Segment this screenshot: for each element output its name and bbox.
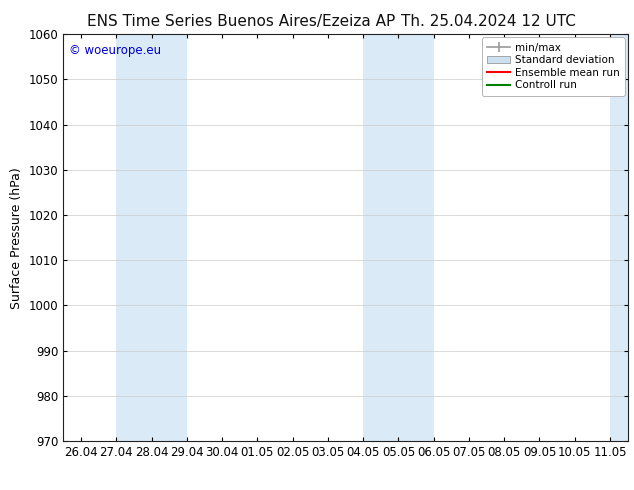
Y-axis label: Surface Pressure (hPa): Surface Pressure (hPa) <box>10 167 23 309</box>
Legend: min/max, Standard deviation, Ensemble mean run, Controll run: min/max, Standard deviation, Ensemble me… <box>482 37 624 96</box>
Bar <box>363 34 434 441</box>
Bar <box>116 34 187 441</box>
Text: ENS Time Series Buenos Aires/Ezeiza AP: ENS Time Series Buenos Aires/Ezeiza AP <box>87 14 395 29</box>
Text: © woeurope.eu: © woeurope.eu <box>69 45 161 57</box>
Bar <box>610 34 634 441</box>
Text: Th. 25.04.2024 12 UTC: Th. 25.04.2024 12 UTC <box>401 14 576 29</box>
